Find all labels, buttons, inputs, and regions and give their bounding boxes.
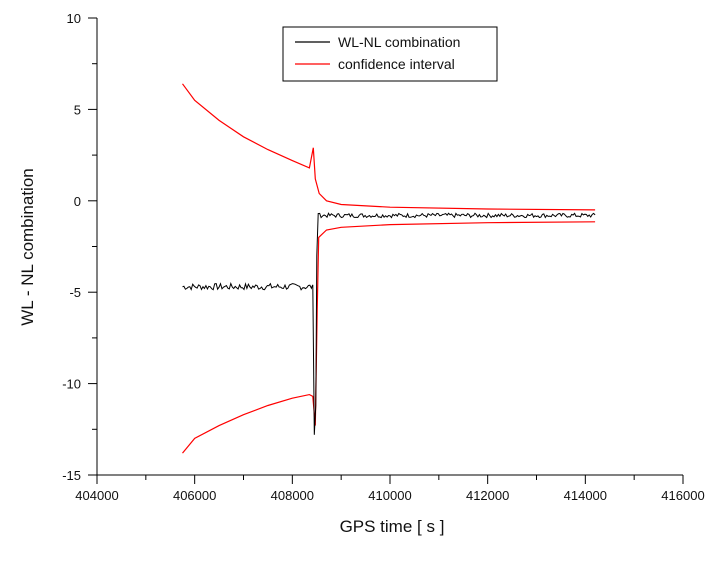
x-tick-label: 406000: [173, 488, 216, 503]
x-tick-label: 410000: [368, 488, 411, 503]
x-tick-label: 408000: [271, 488, 314, 503]
y-axis-label: WL - NL combination: [18, 168, 37, 325]
legend-label-wl-nl: WL-NL combination: [338, 34, 460, 50]
wl-nl-series-line: [182, 212, 596, 435]
x-tick-label: 404000: [75, 488, 118, 503]
series-layer: [182, 83, 596, 454]
confidence-upper-line: [182, 83, 596, 211]
x-tick-label: 416000: [661, 488, 704, 503]
y-tick-label: 5: [74, 102, 81, 117]
legend-label-confidence: confidence interval: [338, 56, 455, 72]
legend: WL-NL combination confidence interval: [282, 26, 498, 82]
y-tick-label: -10: [62, 377, 81, 392]
axes: 404000 406000 408000 410000 412000 414000 4160…: [62, 11, 704, 503]
x-tick-label: 412000: [466, 488, 509, 503]
legend-box: [282, 26, 498, 82]
x-tick-label: 414000: [564, 488, 607, 503]
y-tick-label: -15: [62, 468, 81, 483]
x-axis-label: GPS time [ s ]: [340, 517, 445, 536]
y-tick-label: 10: [67, 11, 81, 26]
confidence-lower-line: [182, 221, 596, 454]
y-tick-label: 0: [74, 194, 81, 209]
y-tick-label: -5: [69, 285, 81, 300]
